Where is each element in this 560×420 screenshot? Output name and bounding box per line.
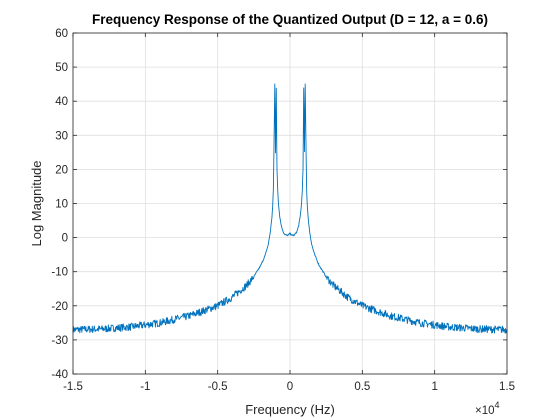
y-tick-label: 20 [55,164,68,176]
y-tick-label: -10 [51,267,68,279]
x-exponent-base: ×10 [475,405,495,417]
y-tick-label: 30 [55,130,68,142]
y-axis-label: Log Magnitude [29,160,44,246]
y-tick-label: 10 [55,199,68,211]
chart-title: Frequency Response of the Quantized Outp… [92,12,488,27]
y-tick-label: -20 [51,301,68,313]
y-tick-label: 0 [62,233,68,245]
x-tick-label: 1 [431,381,437,393]
y-tick-label: 40 [55,96,68,108]
x-tick-label: -1 [140,381,150,393]
x-axis-exponent: ×104 [475,400,500,417]
x-tick-label: 0 [287,381,293,393]
x-tick-label: 1.5 [499,381,515,393]
x-exponent-power: 4 [495,400,500,410]
axis-ticks: -1.5 -1 -0.5 0 0.5 1 1.5 -40 -30 -20 -10 0 10 20 30 40 5… [51,28,515,393]
x-tick-label: -1.5 [63,381,83,393]
series-line [72,83,508,334]
x-axis-label: Frequency (Hz) [245,402,335,417]
y-tick-label: 60 [55,28,68,40]
y-tick-label: 50 [55,62,68,74]
y-tick-label: -30 [51,335,68,347]
x-tick-label: 0.5 [354,381,370,393]
y-tick-label: -40 [51,369,68,381]
x-tick-label: -0.5 [208,381,228,393]
